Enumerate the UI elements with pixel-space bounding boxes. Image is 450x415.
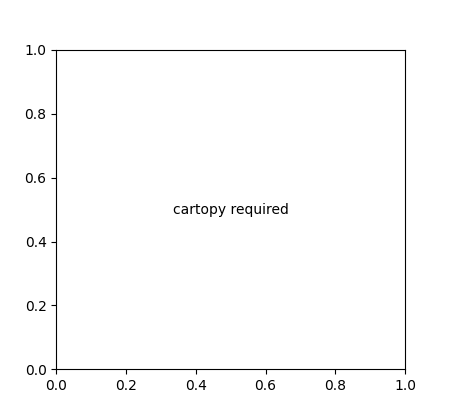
Text: cartopy required: cartopy required: [173, 203, 288, 217]
